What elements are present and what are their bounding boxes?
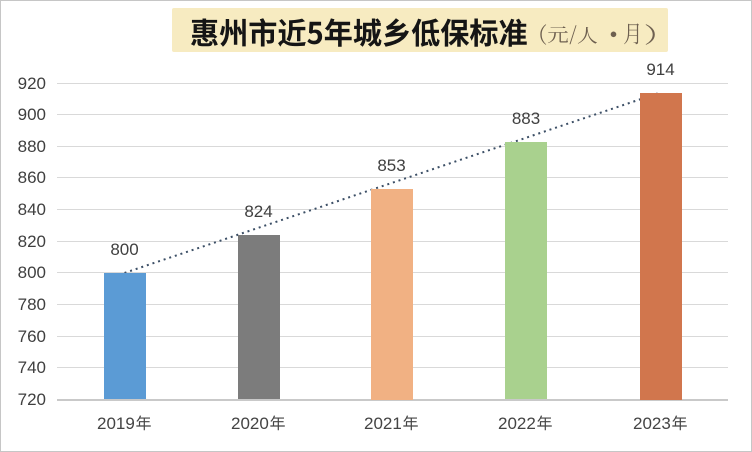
- svg-text:2022: 2022: [498, 414, 536, 433]
- svg-text:2023: 2023: [633, 414, 671, 433]
- svg-text:2021: 2021: [364, 414, 402, 433]
- svg-text:2020: 2020: [231, 414, 269, 433]
- svg-text:2019: 2019: [97, 414, 135, 433]
